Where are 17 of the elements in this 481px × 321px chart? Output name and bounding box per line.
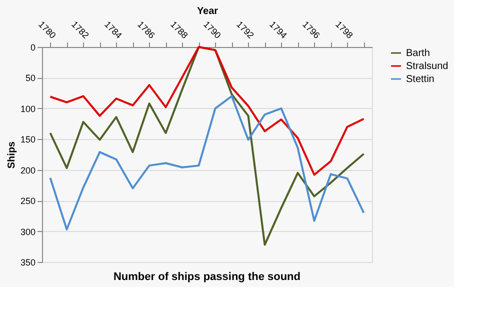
y-tick-label: 50 [25,73,36,84]
y-tick-label: 350 [20,258,36,268]
y-tick-label: 0 [30,42,36,52]
y-tick-label: 300 [20,226,36,237]
line-series [49,46,365,246]
x-axis-title: Year [196,6,218,17]
legend-label: Stettin [406,74,434,85]
y-tick-label: 200 [20,165,36,176]
legend-label: Stralsund [406,61,448,72]
line-series [49,46,365,176]
legend-label: Barth [406,48,430,59]
y-tick-label: 100 [20,104,36,114]
line-series [49,95,365,230]
y-axis-title: Ships [6,140,18,169]
y-tick-label: 250 [20,196,36,206]
y-tick-label: 150 [20,134,36,145]
text: Number of ships passing the sound [113,271,301,283]
